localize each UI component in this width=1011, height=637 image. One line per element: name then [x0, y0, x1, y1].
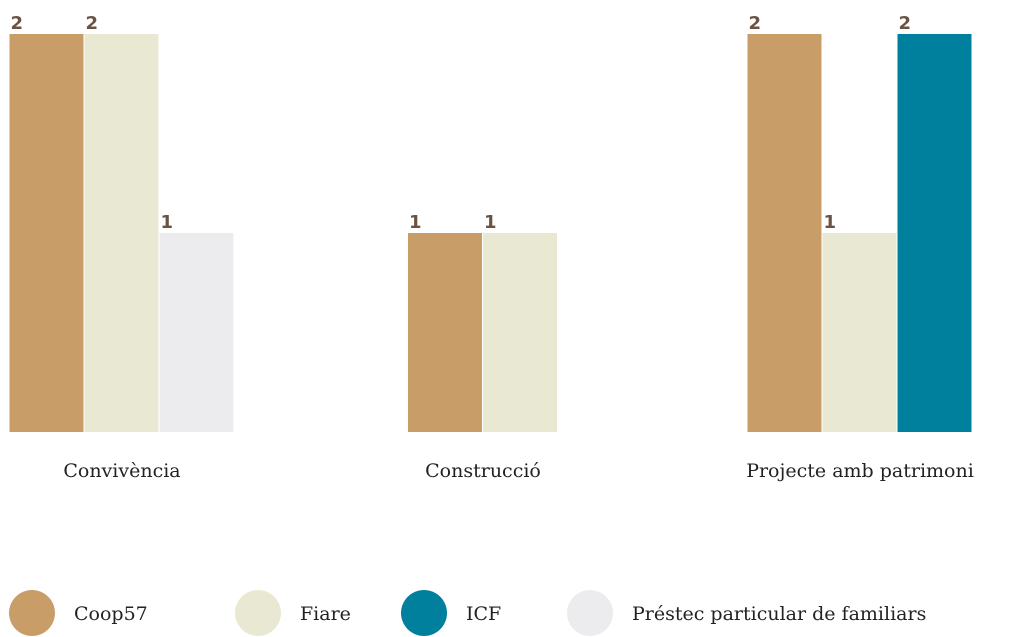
legend-swatch — [9, 590, 55, 636]
bar — [159, 233, 234, 432]
bar — [483, 233, 557, 432]
legend-swatch — [567, 590, 613, 636]
category-label: Projecte amb patrimoni — [746, 460, 974, 482]
value-label: 1 — [409, 212, 422, 233]
legend-label: Coop57 — [74, 603, 148, 625]
legend-swatch — [401, 590, 447, 636]
bar — [897, 34, 972, 432]
bar — [747, 34, 822, 432]
bar — [84, 34, 159, 432]
value-label: 1 — [824, 212, 837, 233]
value-label: 2 — [86, 13, 99, 34]
legend-label: ICF — [466, 603, 501, 625]
value-label: 2 — [11, 13, 24, 34]
bar — [822, 233, 897, 432]
legend-label: Préstec particular de familiars — [632, 603, 926, 625]
value-label: 1 — [161, 212, 174, 233]
legend-swatch — [235, 590, 281, 636]
value-label: 1 — [484, 212, 497, 233]
value-label: 2 — [749, 13, 762, 34]
category-label: Convivència — [63, 460, 180, 482]
value-label: 2 — [899, 13, 912, 34]
bar — [9, 34, 84, 432]
bar — [408, 233, 482, 432]
legend-label: Fiare — [300, 603, 351, 625]
category-label: Construcció — [425, 460, 541, 482]
